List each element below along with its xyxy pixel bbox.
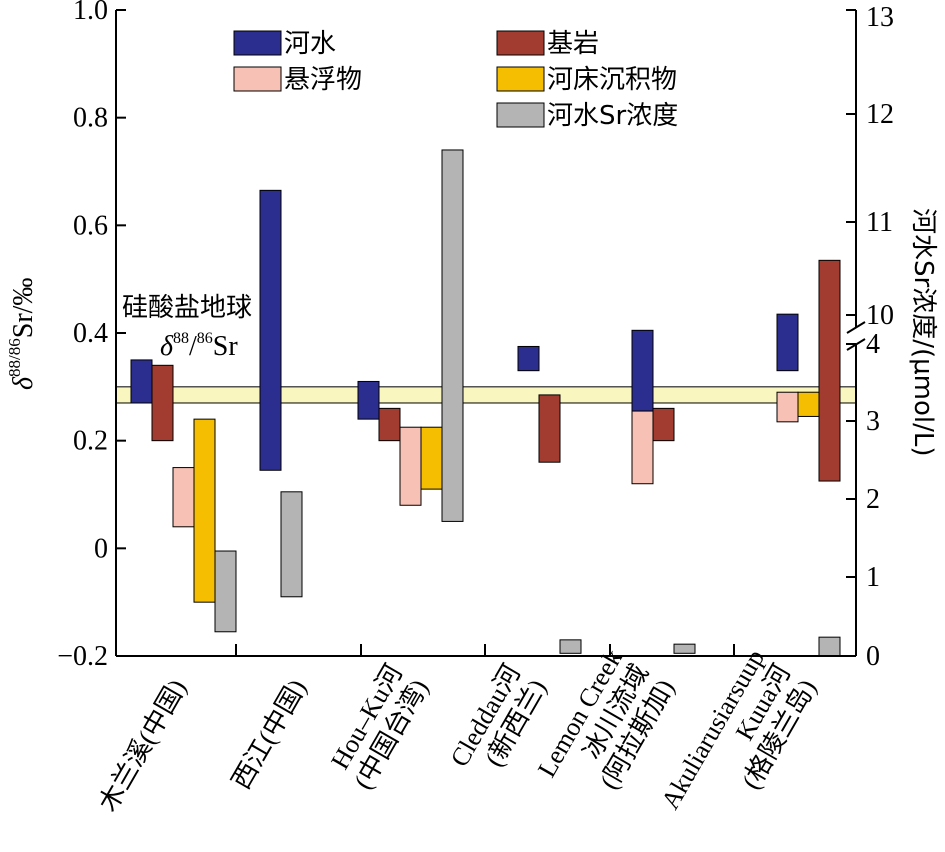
y-tick-label: 0.4 [73,318,108,349]
y-tick-label: −0.2 [57,641,108,672]
bar [130,359,153,404]
category-label: 木兰溪(中国) [93,675,192,817]
y2-tick-label: 3 [866,406,880,437]
y-axis-label: δ88/86Sr/‰ [5,278,39,390]
bar [631,329,654,412]
y2-tick-label: 10 [866,300,894,331]
bar [538,394,561,463]
y2-tick-label: 13 [866,2,894,33]
axis-break-mark [846,321,866,334]
y2-tick-label: 0 [866,641,880,672]
legend-swatch [233,66,282,92]
bar [797,391,820,417]
bar [280,491,303,598]
legend-swatch [496,30,545,56]
reference-band [115,386,857,404]
bar [517,345,540,372]
bar [378,407,401,442]
reference-label: 硅酸盐地球 [122,293,252,323]
bar [631,410,654,485]
legend-label: 基岩 [547,29,599,59]
bar [193,418,216,603]
legend-swatch [496,102,545,128]
legend-swatch [233,30,282,56]
bar [818,636,841,657]
bar [673,643,696,654]
y2-tick-label: 2 [866,484,880,515]
y-tick-label: 0.2 [73,426,108,457]
bar [214,550,237,633]
category-label-line: 木兰溪(中国) [93,675,192,817]
legend-label: 悬浮物 [284,65,362,95]
bar [776,391,799,423]
reference-label-formula: δ88/86Sr [160,330,238,362]
y-tick-label: 0 [94,533,108,564]
y2-axis-label: 河水Sr浓度/(μmol/L) [908,208,938,457]
y2-tick-label: 12 [866,99,894,130]
bar [357,380,380,420]
legend-swatch [496,66,545,92]
bar [652,407,675,442]
bar [151,364,174,442]
bar [441,149,464,522]
bar [399,426,422,506]
bar [420,426,443,490]
y2-tick-label: 4 [866,329,880,360]
category-label: 西江(中国) [226,675,312,795]
y2-tick-label: 1 [866,562,880,593]
bar [559,639,582,654]
legend-label: 河水Sr浓度 [547,101,678,131]
category-label: Hou–Ku河(中国台湾) [325,660,434,795]
y2-tick-label: 11 [866,207,893,238]
legend-label: 河水 [284,29,336,59]
y-tick-label: 1.0 [73,0,108,26]
category-label-line: 西江(中国) [226,675,312,795]
y-tick-label: 0.8 [73,103,108,134]
bar [172,467,195,528]
bar [259,189,282,471]
bar [818,259,841,482]
y-tick-label: 0.6 [73,210,108,241]
legend-label: 河床沉积物 [547,65,677,95]
bar [776,313,799,372]
